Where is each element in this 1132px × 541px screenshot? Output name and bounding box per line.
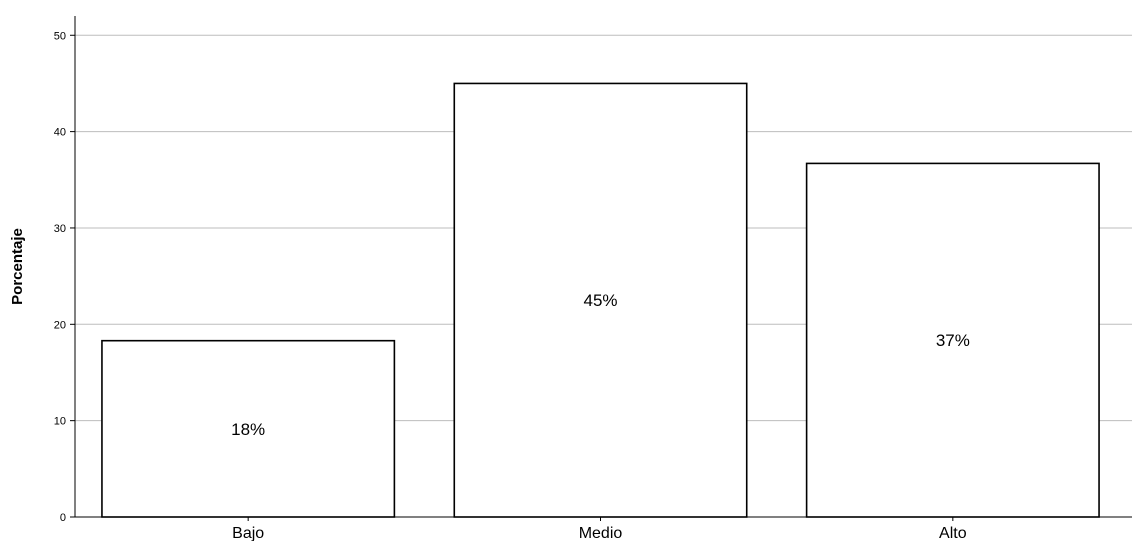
y-tick-label: 20 [54,319,66,331]
bars [101,82,1100,518]
y-tick-label: 10 [54,416,66,428]
bar-alto [805,162,1100,518]
data-label: 18% [231,420,265,439]
y-tick-label: 30 [54,223,66,235]
data-labels: 18% 45% 37% [231,291,970,439]
x-axis-ticks: Bajo Medio Alto [232,517,967,541]
bar-medio [453,82,748,518]
x-tick-label: Medio [579,525,623,541]
x-tick-label: Alto [939,525,967,541]
y-axis-title: Porcentaje [9,228,26,305]
y-tick-label: 40 [54,127,66,139]
y-axis-ticks: 0 10 20 30 40 50 [54,30,75,524]
data-label: 45% [583,291,617,310]
y-tick-label: 50 [54,30,66,42]
bar-bajo [101,339,396,518]
data-label: 37% [936,331,970,350]
y-tick-label: 0 [60,512,66,524]
x-tick-label: Bajo [232,525,264,541]
